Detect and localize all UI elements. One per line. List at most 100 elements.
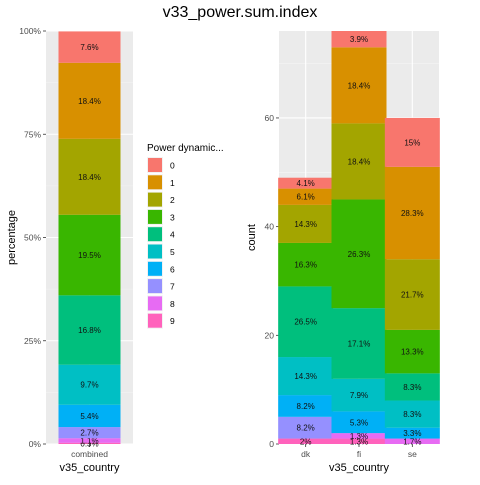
bar-segment-3 [384, 329, 440, 374]
bar-segment-5 [384, 400, 440, 428]
bar-segment-9 [58, 442, 121, 444]
bar-segment-4 [278, 286, 334, 358]
bar-segment-9 [331, 438, 387, 444]
legend: Power dynamic... 0 1 2 3 4 5 6 7 8 9 [147, 143, 224, 329]
segment-label: 8.3% [403, 410, 421, 419]
bar-segment-0 [384, 117, 440, 167]
segment-label: 7.6% [80, 43, 98, 52]
bar-segment-5 [331, 378, 387, 412]
bar-segment-3 [58, 214, 121, 296]
legend-swatch [148, 209, 162, 224]
legend-label: 9 [170, 316, 175, 326]
bar-segment-6 [278, 395, 334, 417]
legend-label: 8 [170, 299, 175, 309]
legend-item-1: 1 [147, 174, 175, 191]
segment-label: 9.7% [80, 381, 98, 390]
bar-se: 1.7%3.3% 8.3% 8.3% 13.3% 21.7% 28.3% 15% [384, 117, 440, 446]
segment-label: 3.9% [350, 35, 368, 44]
segment-label: 18.4% [348, 157, 371, 166]
bar-segment-0 [278, 177, 334, 189]
y-tick-label: 75% [24, 129, 41, 139]
legend-swatch [148, 192, 162, 207]
segment-label: 15% [404, 138, 420, 147]
x-tick-label: dk [301, 449, 311, 459]
bar-segment-5 [278, 357, 334, 396]
segment-label: 21.7% [401, 291, 424, 300]
segment-label: 18.4% [348, 81, 371, 90]
legend-item-3: 3 [147, 208, 175, 225]
legend-swatch [148, 261, 162, 276]
legend-swatch [148, 227, 162, 242]
bar-segment-2 [278, 204, 334, 243]
legend-label: 2 [170, 195, 175, 205]
legend-label: 5 [170, 247, 175, 257]
segment-label: 2.7% [80, 429, 98, 438]
y-tick-label: 0% [29, 439, 42, 449]
segment-label: 8.2% [297, 424, 315, 433]
x-axis-title: v35_country [329, 462, 389, 474]
bar-segment-1 [58, 62, 121, 139]
bar-segment-7 [278, 416, 334, 439]
legend-label: 6 [170, 264, 175, 274]
segment-label: 26.5% [294, 318, 317, 327]
bar-segment-0 [331, 31, 387, 48]
panel-2: 0 20 40 60 dk fi se 2% 8.2% 8.2% 14.3% 26.5% 16.3% 14… [246, 31, 440, 474]
legend-item-9: 9 [147, 312, 175, 329]
bar-dk: 2% 8.2% 8.2% 14.3% 26.5% 16.3% 14.3% 6.1% 4.1% [278, 177, 334, 446]
segment-label: 1.3% [350, 432, 368, 441]
bar-segment-1 [384, 166, 440, 260]
bar-segment-0 [58, 31, 121, 63]
y-tick-label: 25% [24, 336, 41, 346]
segment-label: 28.3% [401, 209, 424, 218]
legend-item-7: 7 [147, 278, 175, 295]
bar-segment-3 [331, 199, 387, 309]
segment-label: 7.9% [350, 391, 368, 400]
legend-swatch [148, 279, 162, 294]
legend-swatch [148, 296, 162, 311]
segment-label: 13.3% [401, 348, 424, 357]
x-tick-label: fi [357, 449, 361, 459]
chart-title: v33_power.sum.index [163, 4, 318, 21]
segment-label: 1.7% [403, 437, 421, 446]
segment-label: 5.3% [350, 418, 368, 427]
bar-segment-4 [58, 295, 121, 365]
legend-label: 3 [170, 212, 175, 222]
legend-item-0: 0 [147, 157, 175, 173]
legend-swatch [148, 313, 162, 328]
segment-label: 14.3% [294, 220, 317, 229]
bar-segment-1 [331, 47, 387, 124]
segment-label: 18.4% [78, 173, 101, 182]
x-tick-label: se [408, 449, 417, 459]
legend-item-6: 6 [147, 260, 175, 277]
bar-segment-3 [278, 242, 334, 287]
legend-label: 0 [170, 161, 175, 171]
segment-label: 6.1% [297, 193, 315, 202]
legend-swatch [148, 244, 162, 259]
legend-item-2: 2 [147, 191, 175, 208]
bar-segment-8 [384, 438, 440, 444]
bar-segment-2 [384, 259, 440, 330]
y-tick-label: 60 [265, 113, 275, 123]
x-axis-title: v35_country [60, 462, 120, 474]
bar-segment-8 [58, 438, 121, 443]
segment-label: 1.3% [350, 437, 368, 446]
segment-label: 19.5% [78, 251, 101, 260]
bar-segment-4 [384, 373, 440, 401]
legend-label: 1 [170, 178, 175, 188]
y-tick-label: 50% [24, 233, 41, 243]
segment-label: 2% [300, 437, 312, 446]
segment-label: 0.3% [80, 439, 98, 448]
segment-label: 17.1% [348, 339, 371, 348]
bar-segment-1 [278, 188, 334, 205]
segment-label: 1.1% [80, 436, 98, 445]
bar-segment-4 [331, 308, 387, 379]
segment-label: 4.1% [297, 179, 315, 188]
legend-label: 7 [170, 282, 175, 292]
legend-item-5: 5 [147, 243, 175, 260]
segment-label: 14.3% [294, 372, 317, 381]
segment-label: 16.8% [78, 326, 101, 335]
y-axis-title: percentage [6, 210, 18, 265]
legend-item-8: 8 [147, 295, 175, 312]
